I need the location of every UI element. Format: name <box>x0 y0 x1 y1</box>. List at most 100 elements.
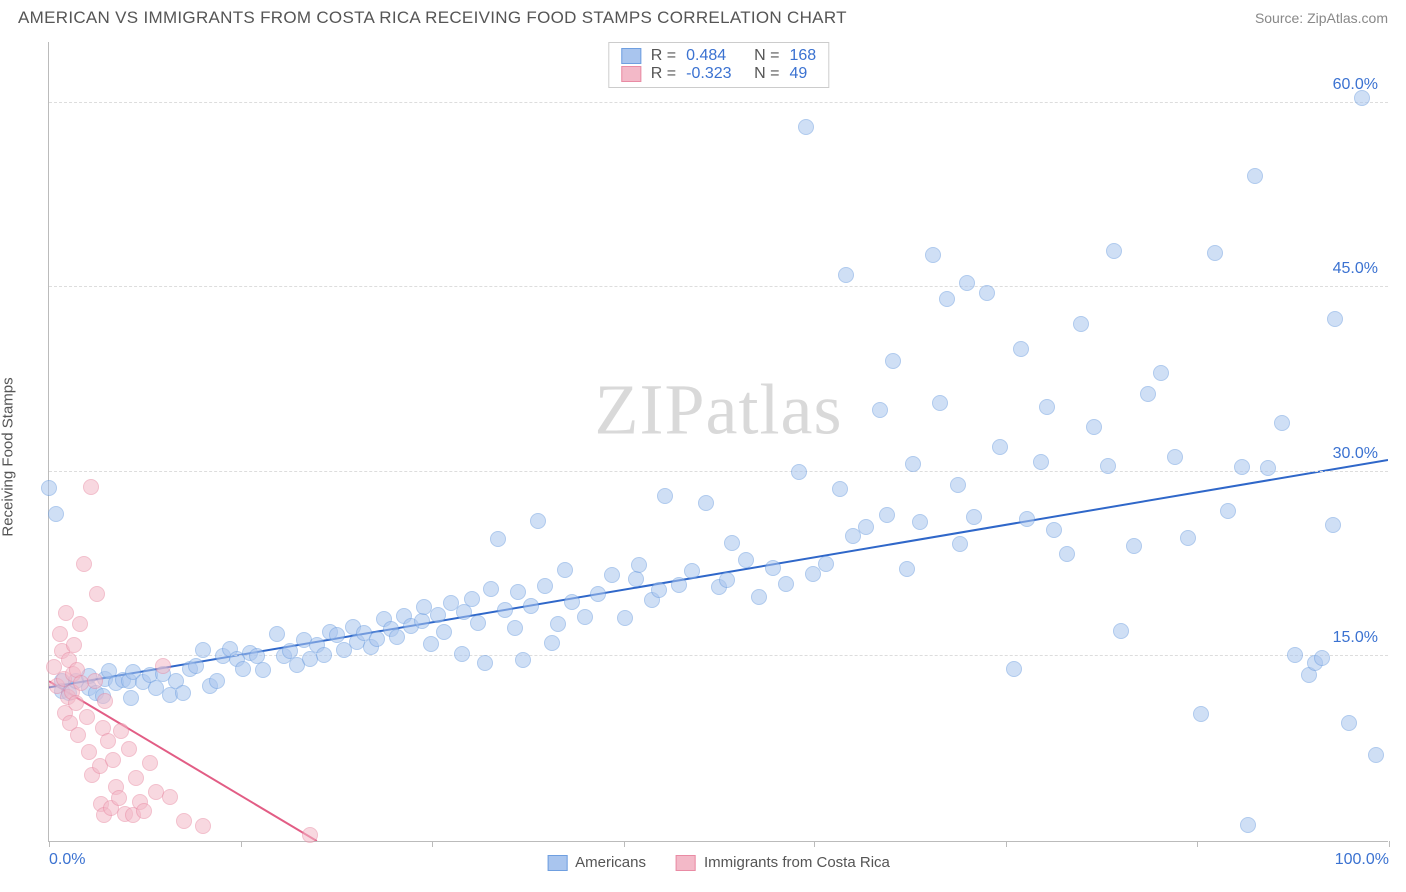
data-point <box>872 402 888 418</box>
data-point <box>577 609 593 625</box>
data-point <box>490 531 506 547</box>
data-point <box>121 741 137 757</box>
data-point <box>738 552 754 568</box>
x-tick <box>1197 841 1198 847</box>
data-point <box>195 818 211 834</box>
stats-swatch <box>621 48 641 64</box>
y-axis-label: Receiving Food Stamps <box>0 377 17 536</box>
data-point <box>510 584 526 600</box>
stats-row: R =0.484N =168 <box>621 47 816 65</box>
data-point <box>175 685 191 701</box>
source-link[interactable]: ZipAtlas.com <box>1307 10 1388 26</box>
data-point <box>564 594 580 610</box>
stats-r-value: -0.323 <box>686 65 744 83</box>
data-point <box>557 562 573 578</box>
data-point <box>537 578 553 594</box>
data-point <box>209 673 225 689</box>
data-point <box>423 636 439 652</box>
data-point <box>1039 399 1055 415</box>
data-point <box>1059 546 1075 562</box>
data-point <box>58 605 74 621</box>
data-point <box>604 567 620 583</box>
data-point <box>858 519 874 535</box>
data-point <box>979 285 995 301</box>
plot-area: ZIPatlas R =0.484N =168R =-0.323N =49 Am… <box>48 42 1388 842</box>
y-tick-label: 45.0% <box>1333 260 1378 278</box>
data-point <box>966 509 982 525</box>
data-point <box>671 577 687 593</box>
y-tick-label: 60.0% <box>1333 76 1378 94</box>
data-point <box>1180 530 1196 546</box>
stats-legend: R =0.484N =168R = -0.323 N = 49 <box>608 42 829 88</box>
data-point <box>155 658 171 674</box>
data-point <box>925 247 941 263</box>
stats-n-value: 49 <box>789 65 807 83</box>
data-point <box>1086 419 1102 435</box>
data-point <box>176 813 192 829</box>
data-point <box>1325 517 1341 533</box>
data-point <box>255 662 271 678</box>
data-point <box>389 629 405 645</box>
data-point <box>1013 341 1029 357</box>
data-point <box>932 395 948 411</box>
data-point <box>544 635 560 651</box>
data-point <box>515 652 531 668</box>
data-point <box>162 789 178 805</box>
data-point <box>316 647 332 663</box>
data-point <box>523 598 539 614</box>
data-point <box>899 561 915 577</box>
data-point <box>52 626 68 642</box>
data-point <box>72 616 88 632</box>
data-point <box>590 586 606 602</box>
data-point <box>952 536 968 552</box>
data-point <box>631 557 647 573</box>
data-point <box>1354 90 1370 106</box>
data-point <box>1368 747 1384 763</box>
x-tick <box>49 841 50 847</box>
data-point <box>1126 538 1142 554</box>
data-point <box>41 480 57 496</box>
data-point <box>83 479 99 495</box>
x-tick <box>432 841 433 847</box>
gridline <box>49 102 1388 103</box>
data-point <box>879 507 895 523</box>
data-point <box>1287 647 1303 663</box>
data-point <box>128 770 144 786</box>
chart-container: Receiving Food Stamps ZIPatlas R =0.484N… <box>0 32 1406 882</box>
data-point <box>1341 715 1357 731</box>
x-tick <box>241 841 242 847</box>
data-point <box>430 607 446 623</box>
data-point <box>1073 316 1089 332</box>
data-point <box>798 119 814 135</box>
data-point <box>97 693 113 709</box>
data-point <box>1140 386 1156 402</box>
data-point <box>905 456 921 472</box>
data-point <box>470 615 486 631</box>
data-point <box>1314 650 1330 666</box>
legend-swatch <box>547 855 567 871</box>
data-point <box>329 627 345 643</box>
gridline <box>49 286 1388 287</box>
data-point <box>684 563 700 579</box>
stats-n-label: N = <box>754 65 779 83</box>
data-point <box>1274 415 1290 431</box>
data-point <box>111 790 127 806</box>
data-point <box>100 733 116 749</box>
data-point <box>1240 817 1256 833</box>
trend-lines <box>49 42 1388 841</box>
data-point <box>142 755 158 771</box>
data-point <box>269 626 285 642</box>
data-point <box>414 613 430 629</box>
stats-r-label: R = <box>651 47 676 65</box>
data-point <box>76 556 92 572</box>
data-point <box>454 646 470 662</box>
data-point <box>765 560 781 576</box>
data-point <box>698 495 714 511</box>
stats-swatch <box>621 66 641 82</box>
data-point <box>1207 245 1223 261</box>
data-point <box>939 291 955 307</box>
data-point <box>79 709 95 725</box>
data-point <box>657 488 673 504</box>
data-point <box>1327 311 1343 327</box>
stats-row: R =-0.323N =49 <box>621 65 816 83</box>
